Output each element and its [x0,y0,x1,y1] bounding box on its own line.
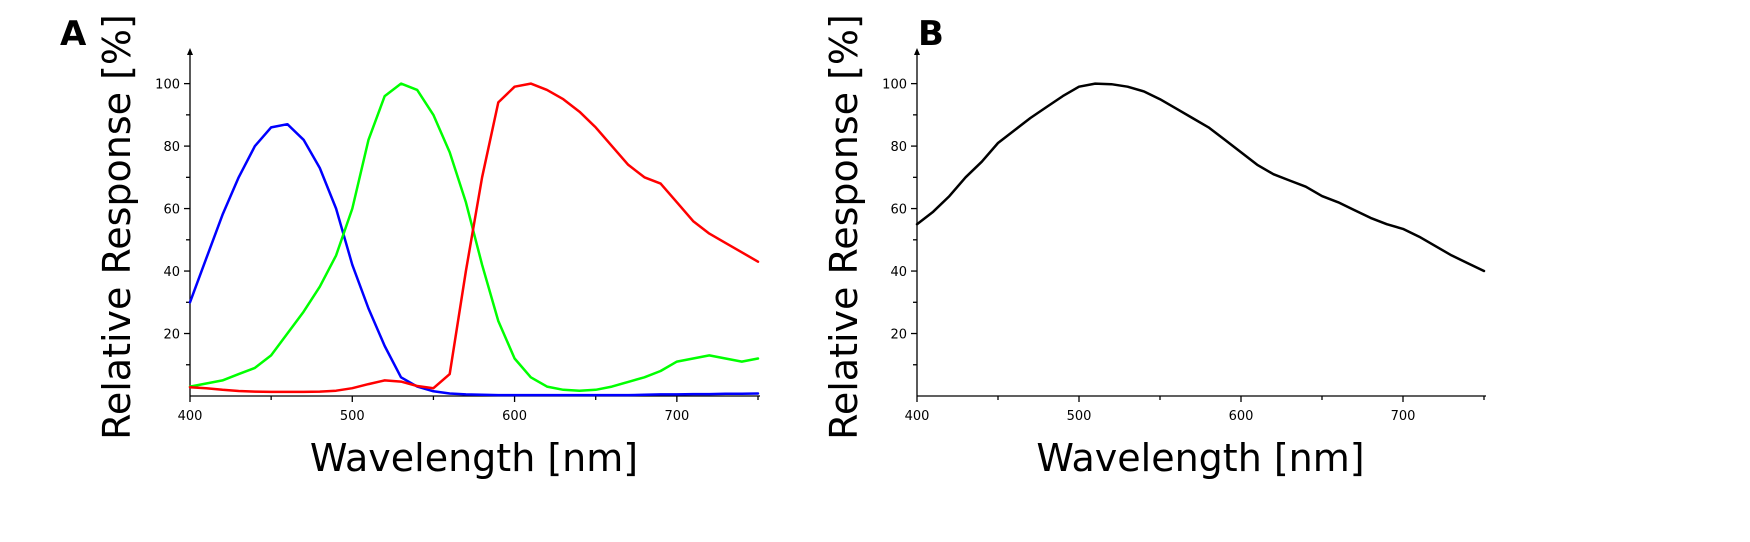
x-axis-title: Wavelength [nm] [1036,436,1364,480]
y-tick-label: 80 [890,140,907,155]
series-line-0 [915,82,1486,273]
y-axis-arrow [914,48,920,55]
y-tick-label: 100 [882,78,907,93]
series-line-0 [188,122,760,397]
y-axis-title: Relative Response [%] [822,14,866,440]
x-axis-title: Wavelength [nm] [310,436,638,480]
chart-b-svg: 400 500 600 700 20 40 60 80 100 Wavelength [nm] Re… [822,14,1486,480]
x-tick-label: 600 [502,409,527,424]
y-tick-label: 60 [163,203,180,218]
chart-panel-a: A 400 500 600 700 20 40 60 80 100 Wavelength [nm]… [0,0,870,542]
x-tick-label: 500 [340,409,365,424]
x-tick-label: 700 [1391,409,1416,424]
y-tick-label: 20 [163,328,180,343]
y-tick-label: 60 [890,203,907,218]
panel-label: A [60,14,87,54]
y-tick-label: 80 [163,140,180,155]
chart-panel-b: B 400 500 600 700 20 40 60 80 100 Wavelength [nm]… [822,0,1750,542]
chart-a-svg: 400 500 600 700 20 40 60 80 100 Wavelength [nm] Re… [95,14,760,480]
series-line-2 [188,82,760,394]
y-tick-label: 20 [890,328,907,343]
y-axis-arrow [187,48,193,55]
x-tick-label: 400 [905,409,930,424]
x-tick-label: 600 [1229,409,1254,424]
y-tick-label: 40 [163,265,180,280]
x-tick-label: 700 [664,409,689,424]
x-tick-label: 400 [178,409,203,424]
y-tick-label: 100 [155,78,180,93]
y-tick-label: 40 [890,265,907,280]
panel-label: B [918,14,944,54]
series-line-1 [188,82,760,392]
x-tick-label: 500 [1067,409,1092,424]
y-axis-title: Relative Response [%] [95,14,139,440]
